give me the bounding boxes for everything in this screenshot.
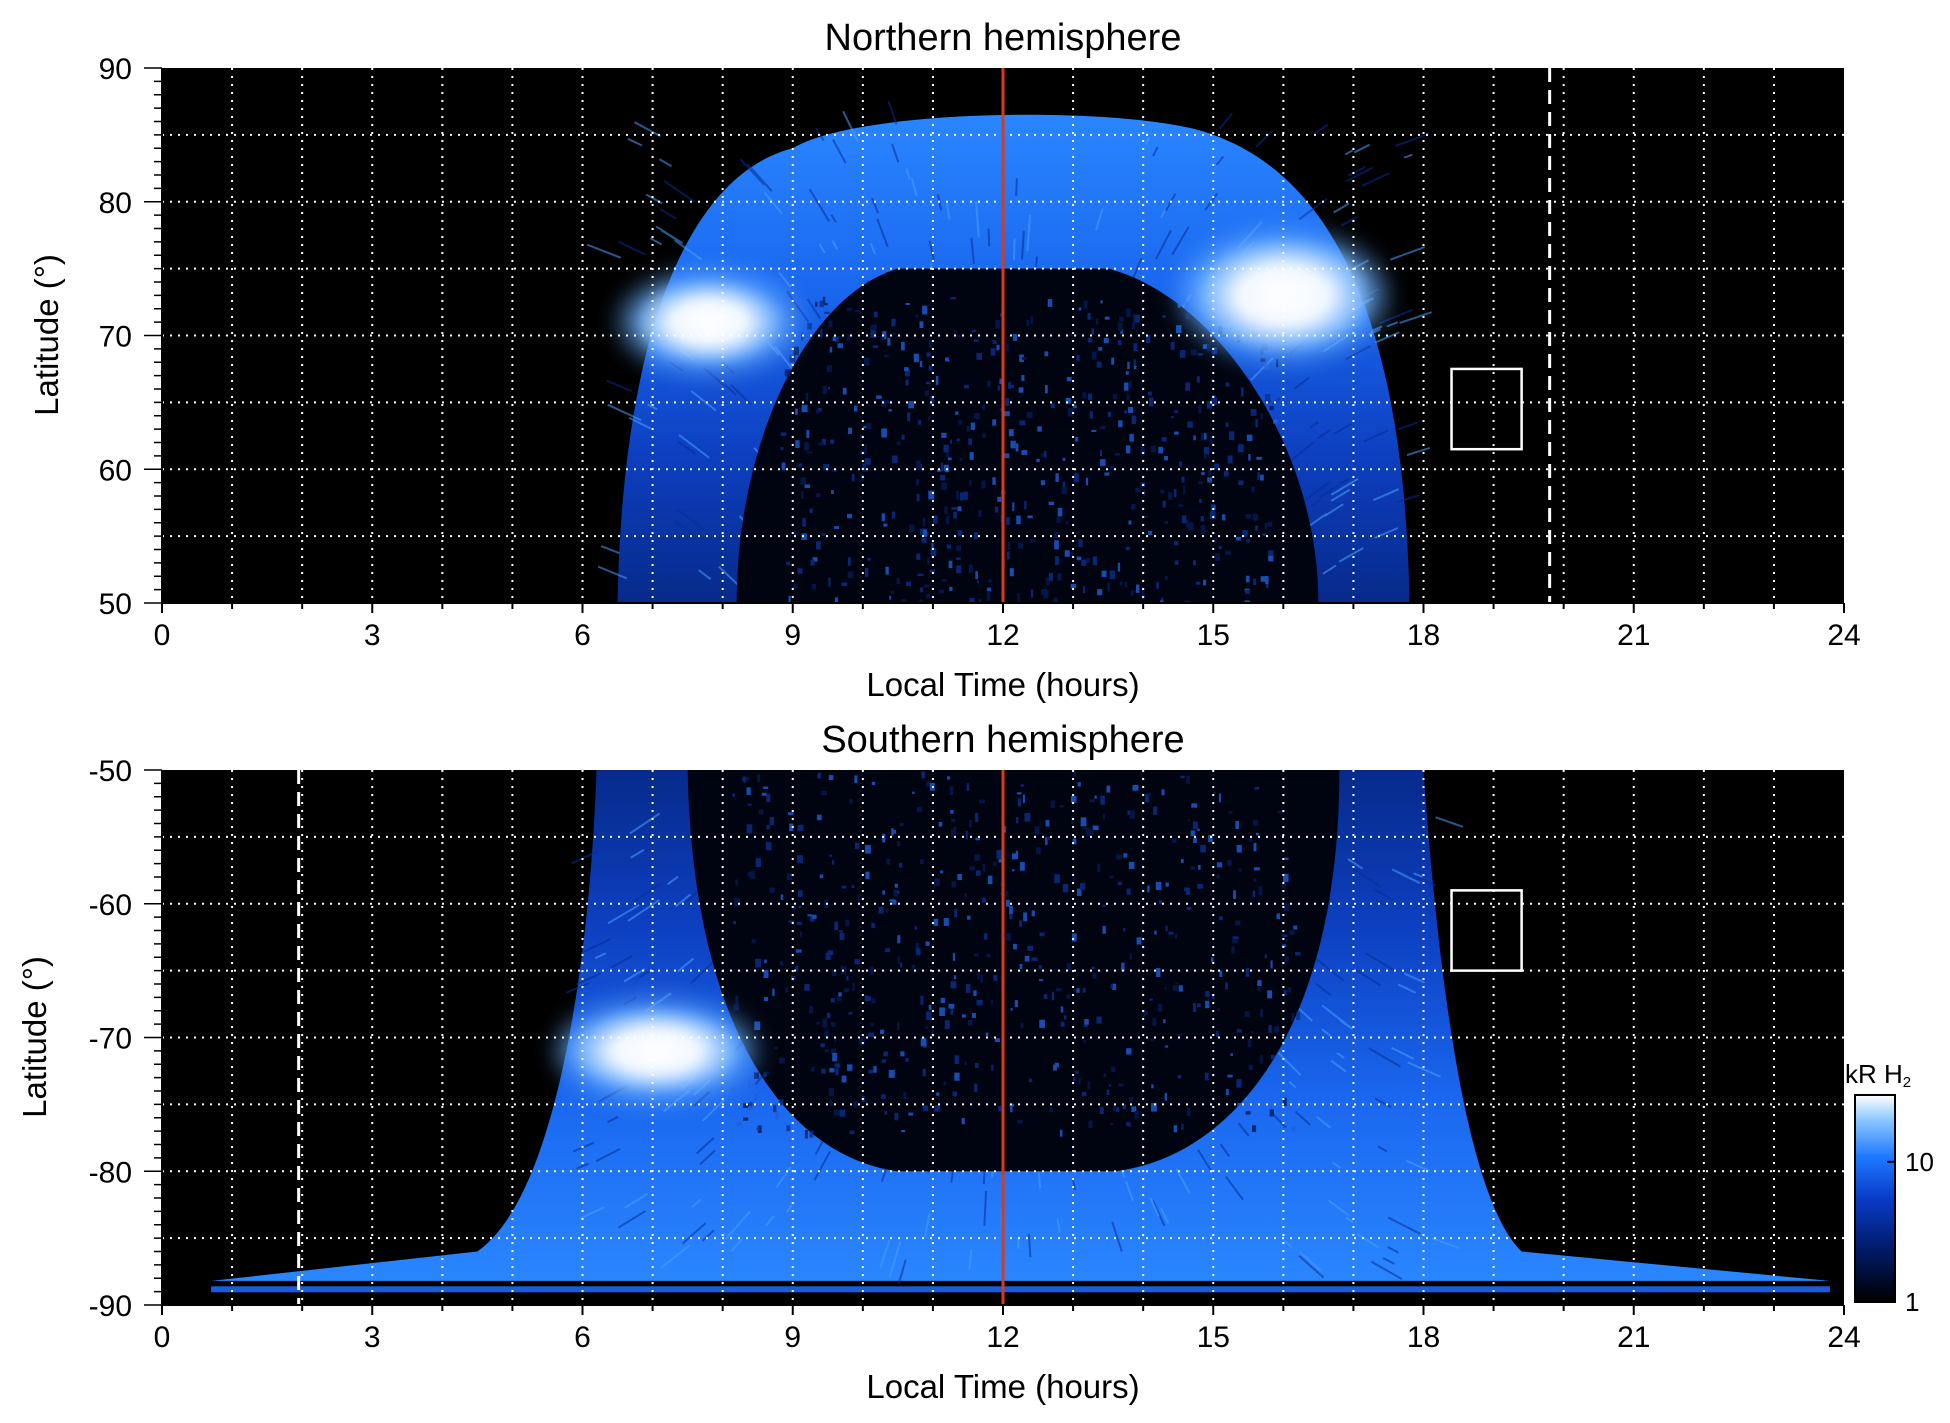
south-panel: 0 3 6 9 12 15 18 21 24 -50 -60 -70 -80 -90 [89, 755, 1861, 1354]
north-bright-spot-0 [638, 282, 779, 363]
north-x-ticks: 0 3 6 9 12 15 18 21 24 [154, 603, 1861, 652]
north-x-tick-label: 6 [574, 619, 591, 652]
north-bright-spot-1 [1199, 241, 1368, 349]
north-title: Northern hemisphere [825, 17, 1182, 59]
north-ylabel: Latitude (°) [28, 254, 65, 416]
south-y-tick-label: -80 [89, 1156, 132, 1189]
north-panel: 0 3 6 9 12 15 18 21 24 50 60 70 80 90 [99, 53, 1861, 652]
north-y-tick-label: 80 [99, 187, 132, 220]
north-y-tick-label: 70 [99, 321, 132, 354]
south-limb-band [211, 1286, 1830, 1293]
colorbar-label-subscript: 2 [1903, 1074, 1911, 1091]
north-x-tick-label: 0 [154, 619, 171, 652]
south-y-tick-label: -50 [89, 755, 132, 788]
colorbar: kR H2 10 1 [1845, 1059, 1934, 1317]
south-x-tick-label: 9 [784, 1321, 801, 1354]
north-y-tick-label: 60 [99, 454, 132, 487]
north-heatmap [586, 101, 1433, 603]
south-x-tick-label: 18 [1407, 1321, 1440, 1354]
colorbar-tick-label: 1 [1905, 1287, 1919, 1317]
south-x-tick-label: 15 [1197, 1321, 1230, 1354]
north-x-tick-label: 18 [1407, 619, 1440, 652]
south-polar-dark-region [687, 770, 1340, 1172]
colorbar-ticks: 10 1 [1887, 1147, 1934, 1317]
south-x-tick-label: 0 [154, 1321, 171, 1354]
south-bright-spot-0 [575, 1010, 737, 1091]
south-heatmap [211, 770, 1830, 1293]
south-y-ticks: -50 -60 -70 -80 -90 [89, 755, 162, 1323]
north-x-tick-label: 21 [1617, 619, 1650, 652]
north-xlabel: Local Time (hours) [866, 666, 1139, 703]
colorbar-gradient [1854, 1094, 1896, 1303]
south-x-tick-label: 24 [1827, 1321, 1860, 1354]
south-xlabel: Local Time (hours) [866, 1368, 1139, 1405]
south-x-tick-label: 6 [574, 1321, 591, 1354]
colorbar-label-main: kR H [1845, 1059, 1903, 1089]
south-y-tick-label: -90 [89, 1290, 132, 1323]
north-y-tick-label: 50 [99, 588, 132, 621]
south-y-tick-label: -70 [89, 1023, 132, 1056]
south-x-tick-label: 21 [1617, 1321, 1650, 1354]
north-x-tick-label: 9 [784, 619, 801, 652]
north-x-tick-label: 3 [364, 619, 381, 652]
south-ylabel: Latitude (°) [16, 956, 53, 1118]
north-x-tick-label: 24 [1827, 619, 1860, 652]
south-x-tick-label: 12 [986, 1321, 1019, 1354]
colorbar-label: kR H2 [1845, 1059, 1911, 1091]
north-x-tick-label: 12 [986, 619, 1019, 652]
south-title: Southern hemisphere [821, 719, 1184, 761]
north-marker-box [1450, 367, 1523, 451]
south-marker-box [1450, 889, 1523, 972]
south-y-tick-label: -60 [89, 889, 132, 922]
north-y-ticks: 50 60 70 80 90 [99, 53, 162, 621]
south-x-ticks: 0 3 6 9 12 15 18 21 24 [154, 1305, 1861, 1354]
north-x-tick-label: 15 [1197, 619, 1230, 652]
colorbar-tick-label: 10 [1905, 1147, 1934, 1177]
south-x-tick-label: 3 [364, 1321, 381, 1354]
north-y-tick-label: 90 [99, 53, 132, 86]
south-speckle-texture [730, 770, 1301, 1139]
